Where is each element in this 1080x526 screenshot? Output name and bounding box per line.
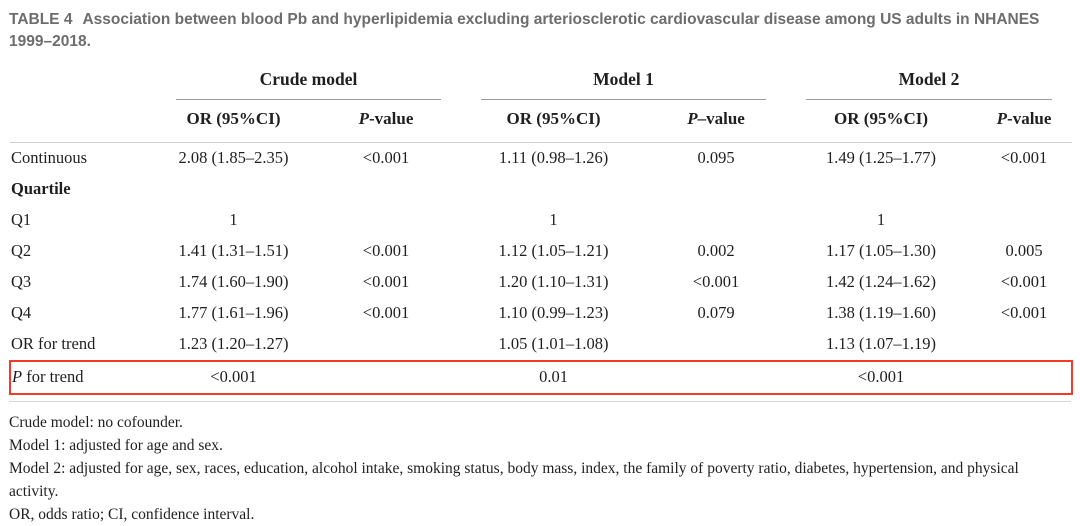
cell-or: 1.74 (1.60–1.90)	[156, 267, 311, 298]
p-rest: -value	[369, 109, 413, 128]
group-header-model1: Model 1	[461, 63, 786, 100]
cell-p: 0.079	[646, 298, 786, 329]
group-header-model2: Model 2	[786, 63, 1072, 100]
table-row-continuous: Continuous 2.08 (1.85–2.35) <0.001 1.11 …	[10, 143, 1072, 175]
cell-or: 1.11 (0.98–1.26)	[461, 143, 646, 175]
cell-or: 1.23 (1.20–1.27)	[156, 329, 311, 361]
cell-empty	[786, 174, 976, 205]
footnote-crude-model: Crude model: no cofounder.	[9, 412, 1071, 435]
p-value-header: P-value	[976, 100, 1072, 143]
or-ci-header: OR (95%CI)	[786, 100, 976, 143]
table-row-q4: Q4 1.77 (1.61–1.96) <0.001 1.10 (0.99–1.…	[10, 298, 1072, 329]
cell-or: 1.12 (1.05–1.21)	[461, 236, 646, 267]
cell-or: 1.77 (1.61–1.96)	[156, 298, 311, 329]
cell-or: 1.20 (1.10–1.31)	[461, 267, 646, 298]
cell-p: 0.005	[976, 236, 1072, 267]
table-row-or-for-trend: OR for trend 1.23 (1.20–1.27) 1.05 (1.01…	[10, 329, 1072, 361]
group-header-label: Model 2	[806, 65, 1052, 100]
p-italic: P	[687, 109, 697, 128]
cell-p	[976, 329, 1072, 361]
cell-p: 0.095	[646, 143, 786, 175]
table-caption-text: Association between blood Pb and hyperli…	[82, 11, 1039, 28]
group-header-row: Crude model Model 1 Model 2	[10, 63, 1072, 100]
cell-empty	[976, 174, 1072, 205]
group-header-label: Crude model	[176, 65, 441, 100]
cell-p	[646, 329, 786, 361]
cell-or: 1	[461, 205, 646, 236]
or-ci-header: OR (95%CI)	[156, 100, 311, 143]
table-row-q3: Q3 1.74 (1.60–1.90) <0.001 1.20 (1.10–1.…	[10, 267, 1072, 298]
footnote-model2: Model 2: adjusted for age, sex, races, e…	[9, 458, 1071, 504]
cell-or: 2.08 (1.85–2.35)	[156, 143, 311, 175]
row-label: Q1	[10, 205, 156, 236]
cell-or: 1.05 (1.01–1.08)	[461, 329, 646, 361]
section-label: Quartile	[10, 174, 156, 205]
cell-empty	[976, 361, 1072, 394]
cell-empty	[311, 174, 461, 205]
cell-or: 1	[786, 205, 976, 236]
row-label: Q4	[10, 298, 156, 329]
p-value-header: P–value	[646, 100, 786, 143]
cell-or: 1.41 (1.31–1.51)	[156, 236, 311, 267]
cell-empty	[646, 361, 786, 394]
cell-or: 1.49 (1.25–1.77)	[786, 143, 976, 175]
table-caption: TABLE 4 Association between blood Pb and …	[9, 9, 1071, 52]
empty-header-cell	[10, 63, 156, 100]
row-label: P for trend	[10, 361, 156, 394]
cell-p: <0.001	[311, 236, 461, 267]
p-italic: P	[997, 109, 1007, 128]
cell-p	[311, 205, 461, 236]
group-header-crude: Crude model	[156, 63, 461, 100]
cell-empty	[646, 174, 786, 205]
cell-p	[646, 205, 786, 236]
table-row-p-for-trend-highlighted: P for trend <0.001 0.01 <0.001	[10, 361, 1072, 394]
cell-empty	[156, 174, 311, 205]
cell-p: <0.001	[976, 143, 1072, 175]
cell-p: <0.001	[976, 298, 1072, 329]
row-label: OR for trend	[10, 329, 156, 361]
table-row-q2: Q2 1.41 (1.31–1.51) <0.001 1.12 (1.05–1.…	[10, 236, 1072, 267]
row-label: Q2	[10, 236, 156, 267]
cell-or: 1.13 (1.07–1.19)	[786, 329, 976, 361]
cell-or: 1	[156, 205, 311, 236]
row-label: Q3	[10, 267, 156, 298]
cell-empty	[311, 361, 461, 394]
p-rest: –value	[698, 109, 745, 128]
table-caption-text-line2: 1999–2018.	[9, 33, 91, 50]
cell-p: <0.001	[311, 267, 461, 298]
cell-p: <0.001	[311, 143, 461, 175]
cell-or: 1.42 (1.24–1.62)	[786, 267, 976, 298]
table-row-q1: Q1 1 1 1	[10, 205, 1072, 236]
results-table: Crude model Model 1 Model 2 OR (95%CI) P…	[9, 63, 1073, 395]
empty-header-cell	[10, 100, 156, 143]
footnote-abbreviations: OR, odds ratio; CI, confidence interval.	[9, 504, 1071, 526]
cell-or: 1.17 (1.05–1.30)	[786, 236, 976, 267]
cell-p	[976, 205, 1072, 236]
cell-or: 1.10 (0.99–1.23)	[461, 298, 646, 329]
cell-p-trend: 0.01	[461, 361, 646, 394]
group-header-label: Model 1	[481, 65, 766, 100]
column-header-row: OR (95%CI) P-value OR (95%CI) P–value OR…	[10, 100, 1072, 143]
cell-p-trend: <0.001	[156, 361, 311, 394]
p-italic: P	[359, 109, 369, 128]
table-footnotes: Crude model: no cofounder. Model 1: adju…	[9, 401, 1071, 526]
p-value-header: P-value	[311, 100, 461, 143]
cell-p: 0.002	[646, 236, 786, 267]
table-number: TABLE 4	[9, 11, 72, 28]
cell-or: 1.38 (1.19–1.60)	[786, 298, 976, 329]
cell-p: <0.001	[311, 298, 461, 329]
or-ci-header: OR (95%CI)	[461, 100, 646, 143]
cell-p-trend: <0.001	[786, 361, 976, 394]
footnote-model1: Model 1: adjusted for age and sex.	[9, 435, 1071, 458]
cell-empty	[461, 174, 646, 205]
p-rest: -value	[1007, 109, 1051, 128]
cell-p	[311, 329, 461, 361]
p-italic: P	[12, 367, 22, 386]
row-label: Continuous	[10, 143, 156, 175]
cell-p: <0.001	[646, 267, 786, 298]
cell-p: <0.001	[976, 267, 1072, 298]
table-row-quartile-section: Quartile	[10, 174, 1072, 205]
label-rest: for trend	[22, 367, 83, 386]
